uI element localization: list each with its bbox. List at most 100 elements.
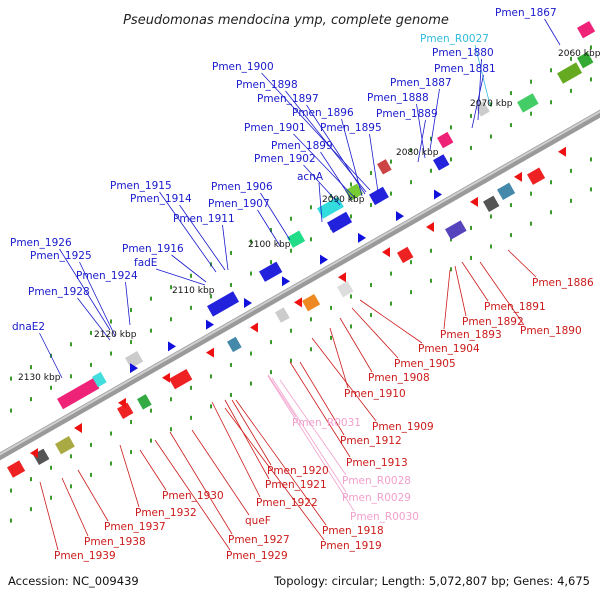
- accession-text: Accession: NC_009439: [8, 574, 139, 588]
- gene-label-pmen-1880: Pmen_1880: [432, 47, 494, 59]
- tick-dot: [50, 465, 52, 470]
- tick-dot: [490, 134, 492, 139]
- kbp-label: 2090 kbp: [322, 195, 365, 205]
- tick-dot: [350, 182, 352, 187]
- tick-dot: [310, 317, 312, 322]
- gene-label-pmen-1937: Pmen_1937: [104, 521, 166, 533]
- leader-line: [79, 261, 116, 337]
- gene-label-pmen-1912: Pmen_1912: [340, 435, 402, 447]
- tick-dot: [430, 136, 432, 141]
- leader-line: [231, 399, 272, 466]
- kbp-label: 2070 kbp: [470, 99, 513, 109]
- leader-line: [267, 374, 297, 418]
- gene-label-pmen-1867: Pmen_1867: [495, 7, 557, 19]
- topology-text: Topology: circular; Length: 5,072,807 bp…: [273, 574, 590, 588]
- gene-label-pmen-1918: Pmen_1918: [322, 525, 384, 537]
- leader-line: [261, 72, 371, 191]
- gene-label-pmen-1891: Pmen_1891: [484, 301, 546, 313]
- leader-line: [159, 191, 217, 273]
- kbp-label: 2060 kbp: [558, 49, 600, 59]
- gene-label-pmen-1927: Pmen_1927: [228, 534, 290, 546]
- leader-line: [293, 133, 356, 199]
- leader-line: [139, 449, 167, 491]
- tick-dot: [70, 342, 72, 347]
- gene-label-pmen-1898: Pmen_1898: [236, 79, 298, 91]
- gene-label-pmen-1904: Pmen_1904: [418, 343, 480, 355]
- tick-dot: [250, 351, 252, 356]
- tick-marks: [10, 45, 592, 523]
- gene-arrow: [382, 247, 390, 258]
- gene-label-fade: fadE: [134, 257, 157, 269]
- gene-label-pmen-1896: Pmen_1896: [292, 107, 354, 119]
- tick-dot: [90, 442, 92, 447]
- tick-dot: [270, 260, 272, 265]
- gene-arrow: [338, 272, 346, 283]
- gene-label-pmen-1911: Pmen_1911: [173, 213, 235, 225]
- leader-line: [77, 469, 109, 522]
- gene-label-pmen-1925: Pmen_1925: [30, 250, 92, 262]
- leader-line: [477, 58, 482, 121]
- tick-dot: [350, 214, 352, 219]
- tick-dot: [590, 157, 592, 162]
- tick-dot: [450, 267, 452, 272]
- tick-dot: [550, 100, 552, 105]
- tick-dot: [10, 518, 12, 523]
- tick-dot: [230, 250, 232, 255]
- tick-dot: [310, 205, 312, 210]
- tick-dot: [30, 507, 32, 512]
- gene-block: [302, 293, 321, 312]
- tick-dot: [230, 362, 232, 367]
- tick-dot: [130, 308, 132, 313]
- kbp-scale-labels: 2060 kbp 2070 kbp 2080 kbp 2090 kbp 2100 kbp…: [18, 49, 600, 383]
- leader-line: [461, 261, 489, 302]
- tick-dot: [90, 472, 92, 477]
- tick-dot: [50, 495, 52, 500]
- gene-block: [259, 261, 283, 282]
- leader-line: [211, 401, 261, 498]
- tick-dot: [410, 260, 412, 265]
- tick-dot: [390, 271, 392, 276]
- leader-line: [267, 375, 355, 512]
- gene-arrow: [320, 254, 328, 265]
- gene-arrow: [470, 196, 478, 207]
- tick-dot: [510, 123, 512, 128]
- tick-dot: [570, 198, 572, 203]
- gene-block: [117, 402, 134, 419]
- leader-line: [416, 103, 426, 159]
- tick-dot: [150, 438, 152, 443]
- tick-dot: [90, 330, 92, 335]
- gene-arrow: [396, 211, 404, 222]
- tick-dot: [130, 420, 132, 425]
- gene-labels: Pmen_1867 Pmen_R0027 Pmen_1880 Pmen_1881 Pme…: [10, 7, 594, 562]
- leader-line: [61, 477, 89, 537]
- tick-dot: [290, 216, 292, 221]
- tick-dot: [250, 271, 252, 276]
- tick-dot: [510, 203, 512, 208]
- gene-label-pmen-1921: Pmen_1921: [265, 479, 327, 491]
- leader-line: [351, 307, 399, 359]
- gene-block: [125, 351, 144, 369]
- tick-dot: [490, 102, 492, 107]
- gene-label-pmen-1922: Pmen_1922: [256, 497, 318, 509]
- genome-backbone: [0, 109, 600, 461]
- gene-label-pmen-1916: Pmen_1916: [122, 243, 184, 255]
- gene-label-pmen-1889: Pmen_1889: [376, 108, 438, 120]
- leader-line: [155, 268, 206, 286]
- gene-arrow: [250, 322, 258, 333]
- tick-dot: [270, 340, 272, 345]
- gene-label-pmen-1938: Pmen_1938: [84, 536, 146, 548]
- tick-dot: [70, 454, 72, 459]
- gene-label-pmen-1914: Pmen_1914: [130, 193, 192, 205]
- tick-dot: [470, 113, 472, 118]
- tick-dot: [410, 180, 412, 185]
- gene-label-pmen-1899: Pmen_1899: [271, 140, 333, 152]
- tick-dot: [150, 296, 152, 301]
- tick-dot: [350, 324, 352, 329]
- gene-arrow: [168, 341, 176, 352]
- gene-label-pmen-1924: Pmen_1924: [76, 270, 138, 282]
- tick-dot: [390, 301, 392, 306]
- gene-block: [287, 230, 306, 248]
- tick-dot: [330, 305, 332, 310]
- gene-block: [327, 211, 353, 234]
- gene-label-pmen-1932: Pmen_1932: [135, 507, 197, 519]
